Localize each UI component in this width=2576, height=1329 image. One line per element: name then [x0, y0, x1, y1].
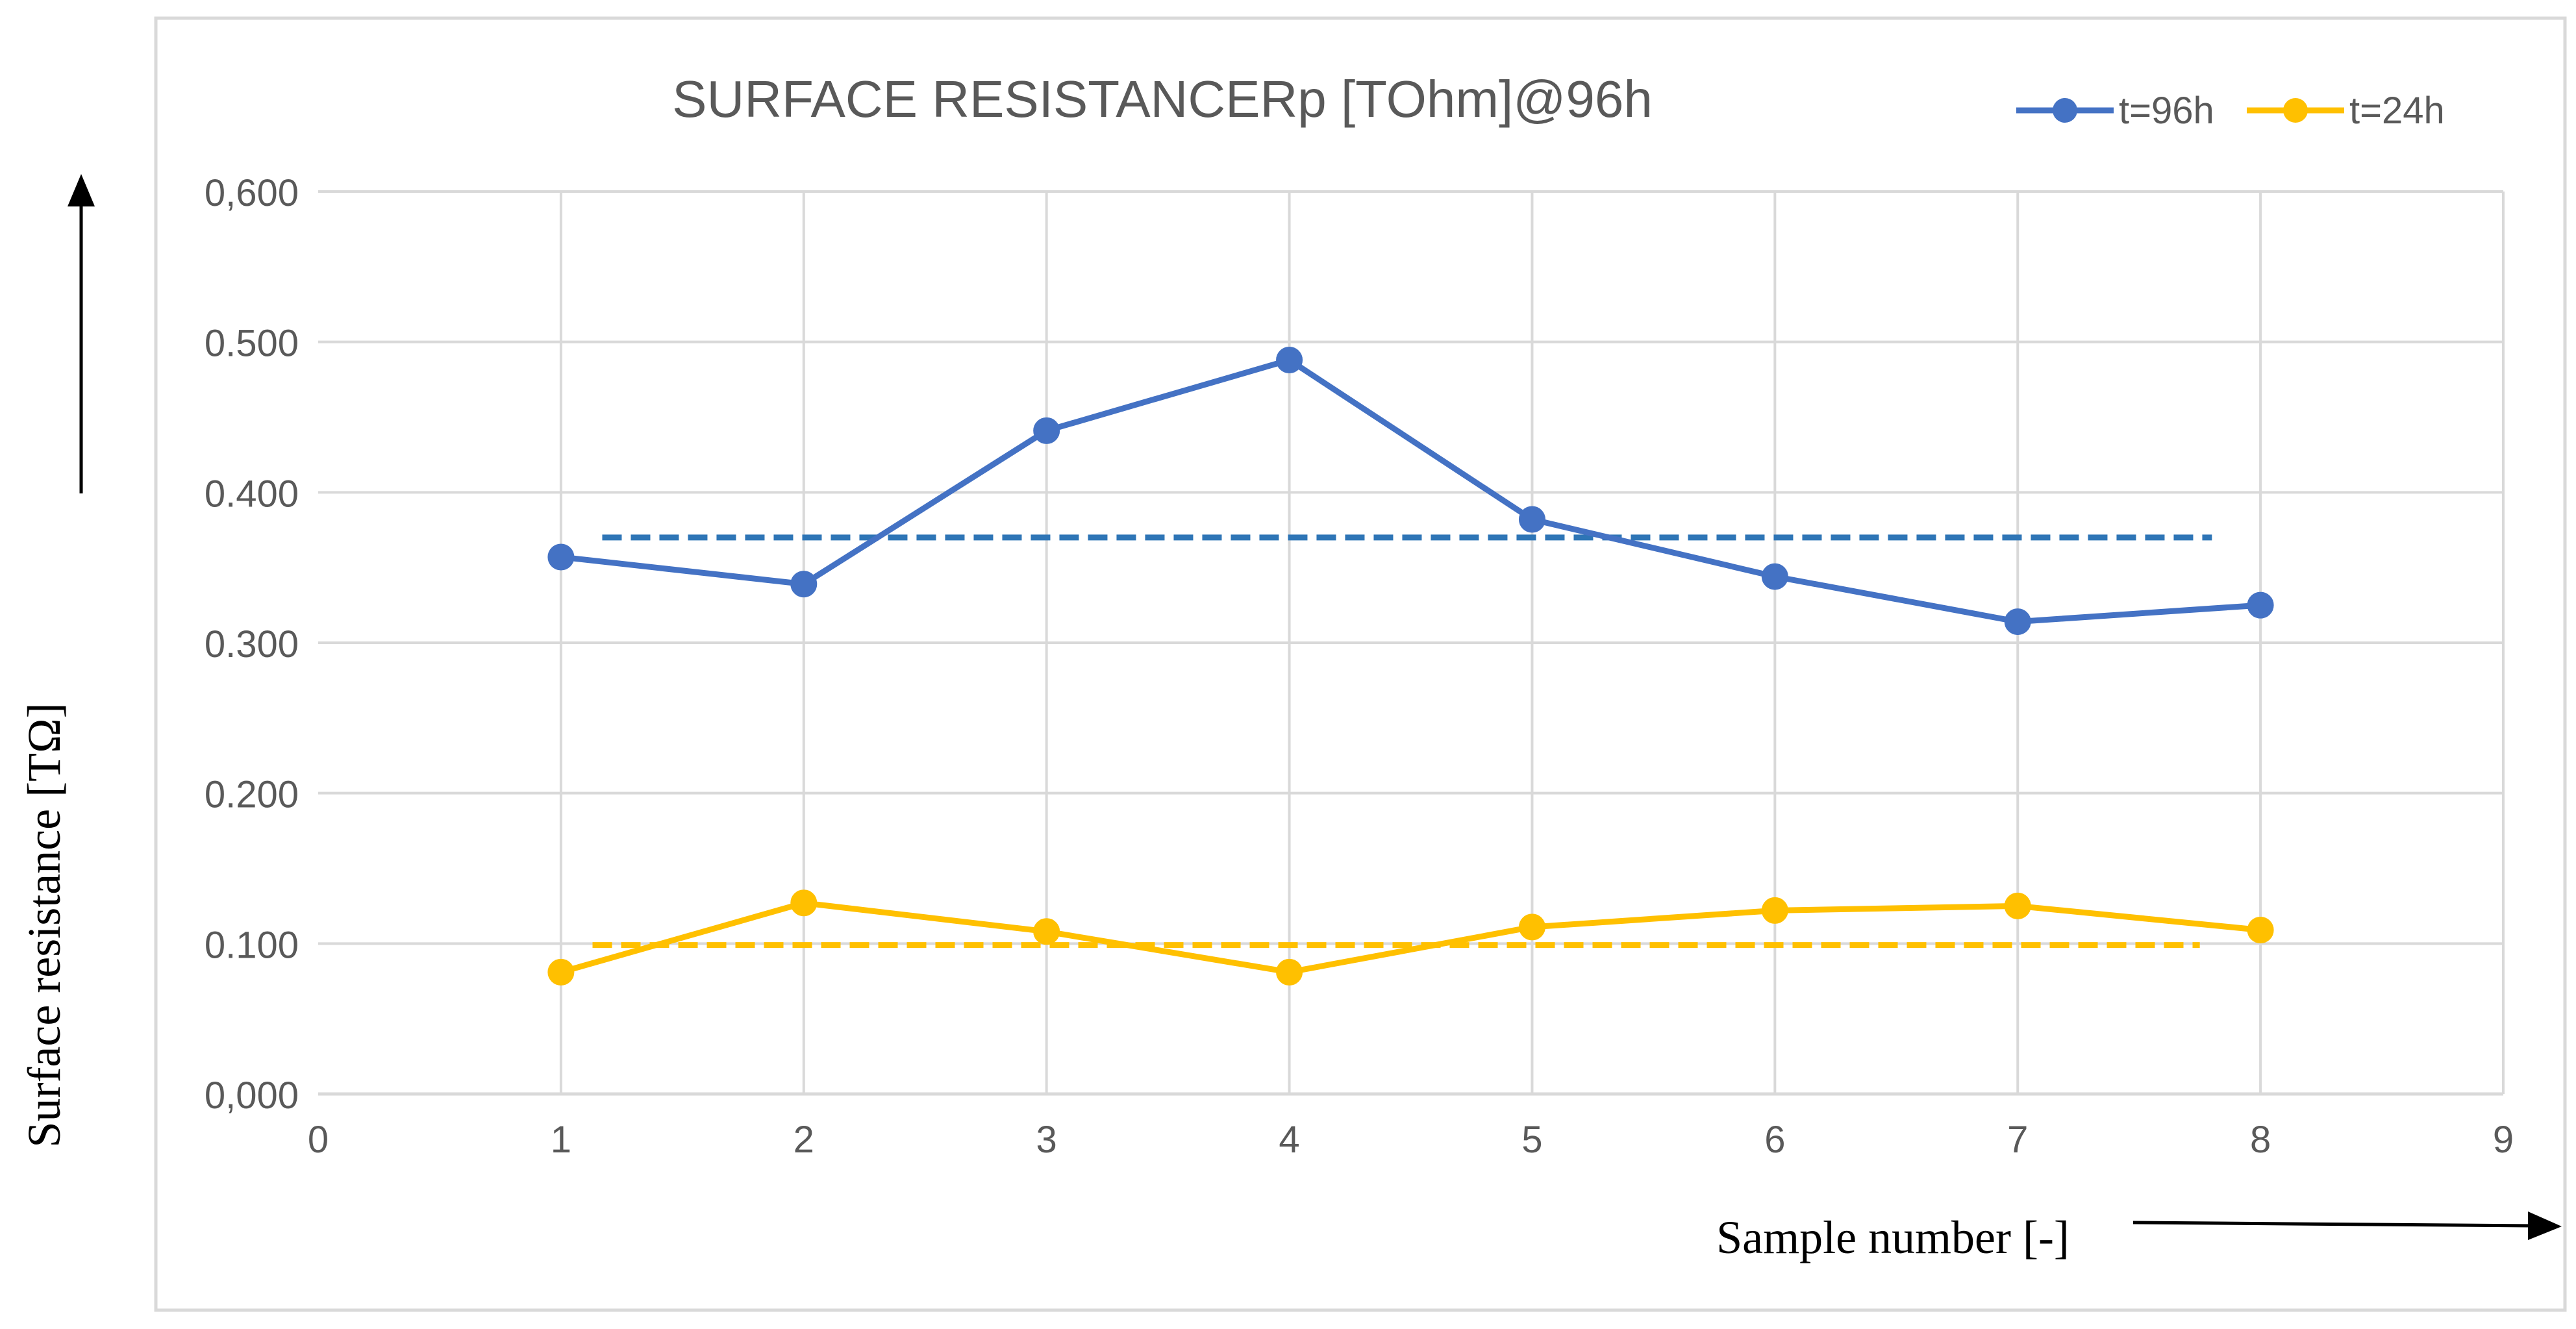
series-line — [560, 356, 2261, 625]
data-point — [2004, 608, 2031, 636]
series-group — [547, 346, 2274, 986]
x-tick-label: 7 — [2007, 1119, 2028, 1161]
chart-title: SURFACE RESISTANCERp [TOhm]@96h — [672, 70, 1653, 128]
y-axis-arrow-head-icon — [68, 174, 95, 206]
y-tick-label: 0.300 — [205, 623, 299, 665]
x-tick-label: 9 — [2493, 1119, 2514, 1161]
series-line — [560, 900, 2261, 975]
data-point — [2247, 916, 2274, 943]
x-axis-arrow-line — [2132, 1221, 2533, 1228]
data-point — [1518, 506, 1545, 533]
y-tick-label: 0,000 — [205, 1074, 299, 1117]
data-point — [1276, 958, 1303, 986]
legend-marker — [2283, 98, 2308, 123]
y-tick-label: 0.500 — [205, 323, 299, 365]
data-point — [790, 571, 818, 598]
legend: t=96h t=24h — [2016, 90, 2445, 132]
chart-area-border — [154, 16, 2567, 1312]
x-tick-label: 2 — [794, 1119, 814, 1161]
y-tick-label: 0.400 — [205, 473, 299, 515]
data-point — [2247, 591, 2274, 619]
x-tick-label: 5 — [1521, 1119, 1542, 1161]
legend-label: t=24h — [2349, 90, 2445, 132]
data-point — [547, 543, 575, 571]
data-point — [1761, 897, 1788, 924]
data-point — [1518, 913, 1545, 941]
x-tick-label: 4 — [1279, 1119, 1299, 1161]
y-tick-label: 0.200 — [205, 774, 299, 816]
data-point — [790, 889, 818, 917]
x-axis-label: Sample number [-] — [1716, 1211, 2070, 1263]
y-axis-label: Surface resistance [TΩ] — [18, 702, 70, 1147]
x-tick-label: 8 — [2250, 1119, 2271, 1161]
legend-label: t=96h — [2119, 90, 2214, 132]
tick-labels: 0,000 0.100 0.200 0.300 0.400 0.500 0,600 0 1 2 3 4… — [205, 172, 2514, 1161]
x-axis-arrow-head-icon — [2528, 1211, 2562, 1240]
x-tick-label: 3 — [1036, 1119, 1057, 1161]
x-tick-label: 1 — [551, 1119, 571, 1161]
data-point — [1033, 417, 1060, 444]
y-tick-label: 0.100 — [205, 924, 299, 966]
data-point — [1033, 918, 1060, 945]
mean-lines — [592, 534, 2212, 949]
data-point — [1276, 346, 1303, 373]
data-point — [547, 958, 575, 986]
grid — [318, 190, 2505, 1096]
y-tick-label: 0,600 — [205, 172, 299, 214]
data-point — [2004, 892, 2031, 919]
x-tick-label: 6 — [1764, 1119, 1785, 1161]
legend-marker — [2053, 98, 2077, 123]
data-point — [1761, 563, 1788, 590]
x-tick-label: 0 — [308, 1119, 329, 1161]
